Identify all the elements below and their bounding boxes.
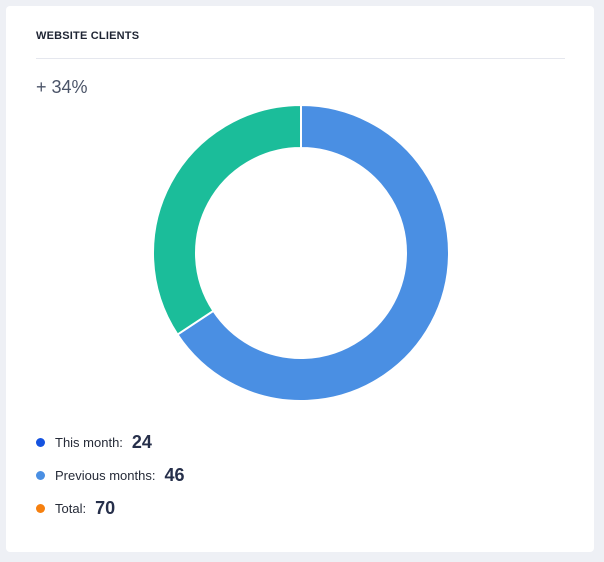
growth-indicator: + 34% [36, 77, 88, 97]
legend-value: 70 [95, 498, 116, 518]
legend-item-previous-months: Previous months: 46 [36, 459, 184, 492]
legend-dot-previous-months [36, 471, 45, 480]
website-clients-card: WEBSITE CLIENTS + 34% This month: 24 Pre… [6, 6, 594, 552]
legend-label: Total: [55, 501, 87, 516]
legend-item-total: Total: 70 [36, 492, 184, 525]
legend-value: 46 [164, 465, 185, 485]
title-divider [36, 58, 565, 59]
chart-legend: This month: 24 Previous months: 46 Total… [36, 426, 184, 525]
legend-label: This month: [55, 435, 123, 450]
donut-slice-previous-months[interactable] [176, 103, 450, 402]
donut-slices [152, 103, 450, 402]
donut-slice-this-month[interactable] [152, 103, 302, 336]
legend-dot-total [36, 504, 45, 513]
legend-value: 24 [131, 432, 152, 452]
legend-label: Previous months: [55, 468, 156, 483]
legend-dot-this-month [36, 438, 45, 447]
donut-chart [152, 103, 450, 402]
legend-item-this-month: This month: 24 [36, 426, 184, 459]
card-title: WEBSITE CLIENTS [36, 30, 140, 42]
